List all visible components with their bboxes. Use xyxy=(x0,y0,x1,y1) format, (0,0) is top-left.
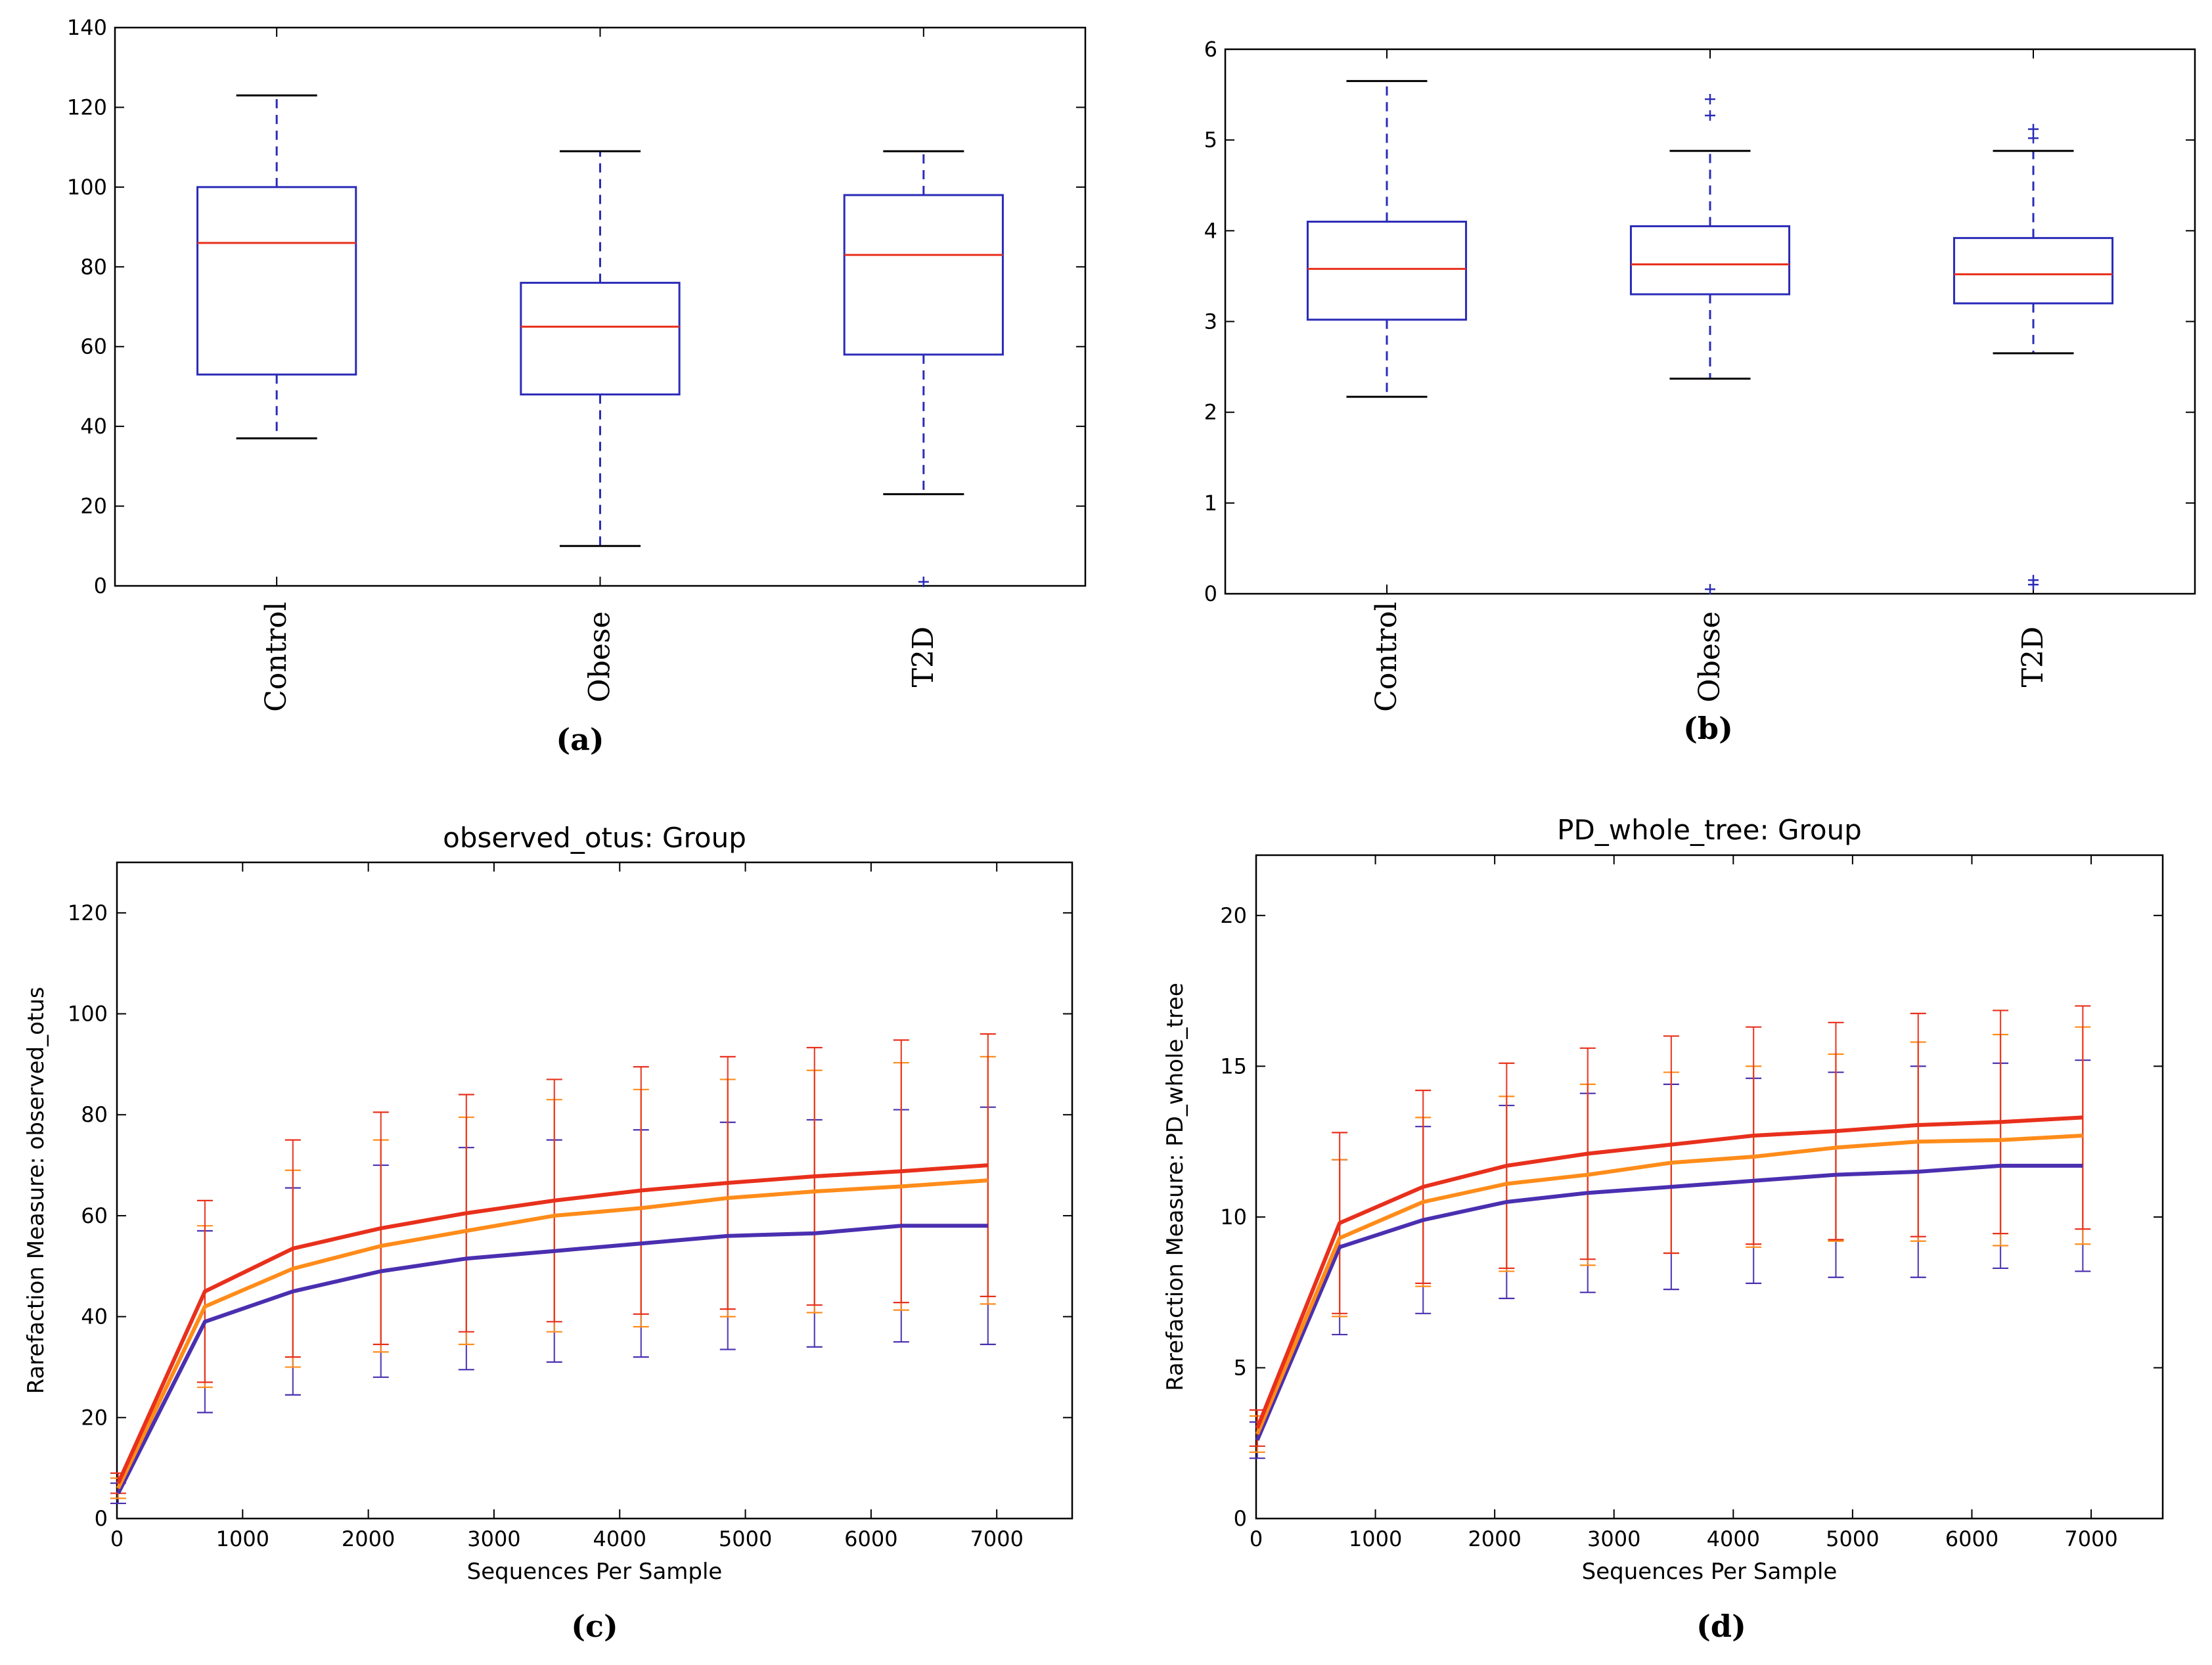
y-tick-label: 0 xyxy=(1204,581,1217,606)
category-label: T2D xyxy=(2016,627,2050,688)
x-axis-label: Sequences Per Sample xyxy=(1582,1559,1838,1585)
series-line-blue xyxy=(116,1224,988,1494)
x-tick-label: 4000 xyxy=(1707,1526,1760,1551)
box-control xyxy=(1306,221,1468,321)
category-label: Obese xyxy=(1693,611,1727,703)
x-tick-label: 6000 xyxy=(1945,1526,1998,1551)
panel-d-rarefaction: 0 1000 2000 3000 4000 5000 6000 7000 0 5 10 15 20 PD_… xyxy=(1162,814,2164,1644)
panel-caption: (b) xyxy=(1683,711,1733,746)
x-tick-label: 2000 xyxy=(1468,1526,1521,1551)
y-tick-label: 20 xyxy=(1220,903,1247,928)
plot-frame xyxy=(116,861,1073,1520)
plot-frame xyxy=(1224,48,2196,595)
y-tick-label: 40 xyxy=(80,414,107,439)
panel-caption: (d) xyxy=(1696,1609,1746,1644)
series-line-red xyxy=(1255,1115,2083,1429)
chart-title: observed_otus: Group xyxy=(443,822,746,854)
box-obese xyxy=(520,282,681,396)
series-line-blue xyxy=(1255,1163,2083,1441)
category-label: Control xyxy=(260,602,293,712)
panel-c-rarefaction: 0 1000 2000 3000 4000 5000 6000 7000 0 20 40 60 80 10… xyxy=(23,822,1073,1644)
x-tick-label: 0 xyxy=(110,1526,124,1551)
series-line-red xyxy=(116,1163,989,1484)
flier-marker xyxy=(918,576,929,587)
x-tick-label: 3000 xyxy=(467,1526,520,1551)
x-tick-label: 4000 xyxy=(593,1526,646,1551)
y-tick-label: 100 xyxy=(68,1002,108,1027)
y-axis-label: Rarefaction Measure: observed_otus xyxy=(23,987,49,1394)
x-tick-label: 2000 xyxy=(342,1526,395,1551)
flier-marker xyxy=(1705,584,1715,595)
y-tick-label: 140 xyxy=(67,15,107,40)
panel-caption: (a) xyxy=(556,722,604,757)
y-tick-label: 0 xyxy=(95,1506,108,1531)
flier-marker xyxy=(2028,133,2039,144)
box-obese xyxy=(1629,225,1791,296)
y-tick-label: 6 xyxy=(1204,37,1217,62)
x-tick-label: 7000 xyxy=(970,1526,1023,1551)
y-tick-label: 5 xyxy=(1204,127,1217,152)
x-axis-label: Sequences Per Sample xyxy=(467,1559,723,1585)
y-tick-label: 80 xyxy=(80,254,107,279)
box-control xyxy=(196,186,357,376)
y-tick-label: 4 xyxy=(1204,218,1217,243)
x-tick-label: 3000 xyxy=(1587,1526,1640,1551)
plot-frame xyxy=(114,26,1087,587)
y-tick-label: 60 xyxy=(80,334,107,359)
x-tick-label: 0 xyxy=(1250,1526,1263,1551)
y-tick-label: 3 xyxy=(1204,309,1217,334)
y-axis-label: Rarefaction Measure: PD_whole_tree xyxy=(1162,983,1188,1391)
y-tick-label: 80 xyxy=(81,1102,108,1127)
y-tick-label: 10 xyxy=(1220,1205,1247,1230)
category-label: Control xyxy=(1370,602,1403,712)
panel-a-boxplot: 0 20 40 60 80 100 120 140 Control Obese T2D (a) xyxy=(67,15,1087,757)
panel-caption: (c) xyxy=(571,1609,618,1644)
y-tick-label: 60 xyxy=(81,1203,108,1228)
y-tick-label: 120 xyxy=(68,900,108,925)
y-tick-label: 20 xyxy=(81,1405,108,1430)
x-tick-label: 1000 xyxy=(216,1526,269,1551)
series-line-orange xyxy=(116,1178,989,1490)
category-label: T2D xyxy=(907,627,940,688)
box-t2d xyxy=(843,194,1004,356)
x-tick-label: 7000 xyxy=(2064,1526,2117,1551)
y-tick-label: 40 xyxy=(81,1304,108,1329)
series-line-orange xyxy=(1255,1134,2083,1435)
category-label: Obese xyxy=(583,611,617,703)
y-tick-label: 5 xyxy=(1234,1355,1247,1380)
y-tick-label: 0 xyxy=(1234,1506,1247,1531)
plot-frame xyxy=(1255,854,2164,1520)
x-tick-label: 6000 xyxy=(844,1526,897,1551)
flier-marker xyxy=(2028,575,2039,586)
y-tick-label: 0 xyxy=(94,573,107,598)
chart-title: PD_whole_tree: Group xyxy=(1557,814,1862,846)
y-tick-label: 2 xyxy=(1204,400,1217,425)
y-tick-label: 20 xyxy=(80,494,107,519)
y-tick-label: 120 xyxy=(67,95,107,120)
x-tick-label: 5000 xyxy=(1826,1526,1879,1551)
flier-marker xyxy=(1705,93,1715,104)
flier-marker xyxy=(2028,123,2039,135)
x-tick-label: 5000 xyxy=(719,1526,772,1551)
y-tick-label: 100 xyxy=(67,175,107,200)
box-t2d xyxy=(1952,236,2114,305)
panel-b-boxplot: 0 1 2 3 4 5 6 Control Obese T2D (b) xyxy=(1204,37,2196,746)
y-tick-label: 15 xyxy=(1220,1054,1247,1078)
x-tick-label: 1000 xyxy=(1349,1526,1402,1551)
y-tick-label: 1 xyxy=(1204,491,1217,516)
flier-marker xyxy=(1705,110,1715,121)
